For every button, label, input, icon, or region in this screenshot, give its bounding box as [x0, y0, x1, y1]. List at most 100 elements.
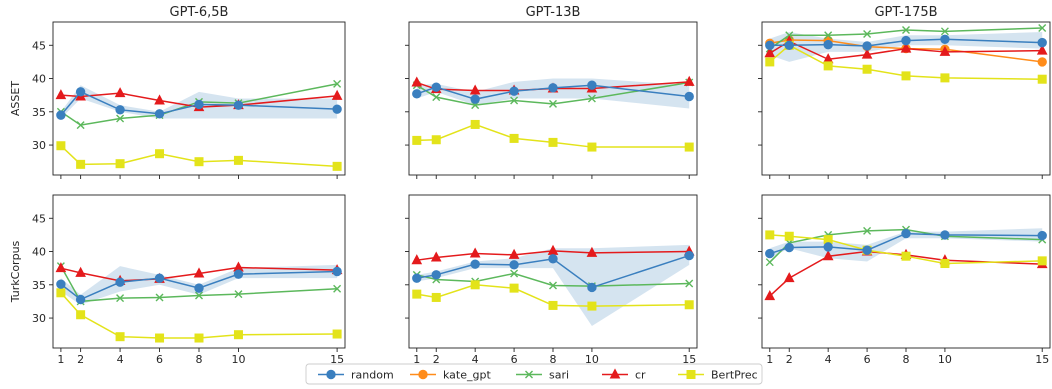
- confidence-band: [769, 31, 1043, 62]
- data-point-random: [412, 89, 422, 99]
- data-point-BertPrec: [115, 159, 125, 169]
- data-point-BertPrec: [587, 142, 597, 152]
- data-point-BertPrec: [940, 73, 950, 83]
- data-point-sari: [1038, 23, 1047, 32]
- x-tick-label: 10: [231, 353, 245, 366]
- data-point-kate_gpt: [1037, 57, 1047, 67]
- data-point-sari-stroke: [940, 27, 949, 36]
- data-point-random: [901, 35, 911, 46]
- data-point-random: [115, 277, 125, 287]
- data-point-random: [784, 242, 794, 253]
- data-point-sari: [116, 294, 125, 303]
- data-point-sari: [195, 291, 203, 300]
- legend-label: kate_gpt: [443, 369, 491, 382]
- panel-0-0: 30 35 40 45 GPT-6,5B ASSET: [9, 5, 346, 179]
- data-point-BertPrec: [155, 149, 165, 159]
- data-point-random: [332, 104, 342, 114]
- data-point-BertPrec: [901, 71, 911, 81]
- data-point-random: [862, 245, 872, 255]
- data-point-BertPrec: [56, 141, 66, 151]
- legend-marker: [609, 368, 621, 379]
- data-point-BertPrec: [1037, 256, 1047, 266]
- data-point-cr: [469, 84, 481, 95]
- legend-item-random: random: [318, 369, 394, 382]
- data-point-BertPrec: [233, 155, 243, 165]
- data-point-sari: [765, 258, 774, 267]
- data-point-random: [823, 39, 833, 50]
- data-point-random: [56, 110, 66, 120]
- data-point-cr: [683, 75, 695, 86]
- data-point-sari-stroke: [587, 94, 596, 103]
- legend-label: sari: [549, 369, 569, 382]
- data-point-BertPrec: [56, 288, 66, 298]
- data-point-sari-stroke: [333, 79, 342, 88]
- data-point-sari-stroke: [155, 293, 164, 302]
- panel-1-2: 1 2 4 6 8 10 15: [758, 194, 1051, 366]
- data-point-random: [1037, 37, 1047, 48]
- data-point-random: [548, 254, 558, 264]
- data-point-BertPrec: [412, 135, 422, 145]
- data-point-cr: [411, 254, 423, 265]
- data-point-random: [509, 86, 519, 96]
- data-point-BertPrec: [587, 301, 597, 311]
- data-point-BertPrec: [431, 292, 441, 302]
- data-point-sari-stroke: [195, 291, 203, 300]
- data-point-sari-stroke: [1038, 23, 1047, 32]
- data-point-cr: [331, 89, 343, 100]
- data-point-cr: [783, 272, 795, 283]
- x-tick-label: 1: [413, 353, 420, 366]
- data-point-cr: [469, 247, 481, 258]
- data-point-sari: [510, 96, 519, 105]
- data-point-random: [684, 250, 694, 261]
- legend-item-BertPrec: BertPrec: [678, 369, 758, 382]
- legend-item-sari: sari: [516, 369, 569, 382]
- x-tick-label: 2: [77, 353, 84, 366]
- legend-marker: [525, 370, 533, 379]
- x-tick-label: 10: [938, 353, 952, 366]
- data-point-random: [940, 34, 950, 44]
- row-label: ASSET: [9, 81, 22, 116]
- data-point-cr: [764, 47, 776, 58]
- data-point-random: [154, 273, 165, 283]
- data-point-BertPrec: [470, 119, 480, 129]
- data-point-BertPrec: [784, 231, 794, 241]
- data-point-cr: [114, 87, 126, 98]
- data-point-sari-stroke: [863, 29, 872, 38]
- y-tick-label: 40: [32, 73, 46, 86]
- x-tick-label: 6: [156, 353, 163, 366]
- data-point-sari: [432, 93, 441, 102]
- data-point-sari: [685, 279, 694, 288]
- x-tick-label: 4: [825, 353, 832, 366]
- data-point-BertPrec: [548, 137, 558, 147]
- data-point-BertPrec: [862, 64, 872, 74]
- data-point-cr: [764, 290, 776, 301]
- data-point-sari-stroke: [685, 279, 694, 288]
- legend-item-kate_gpt: kate_gpt: [410, 369, 491, 382]
- data-point-cr: [430, 251, 442, 262]
- data-point-random: [412, 273, 422, 283]
- x-tick-label: 15: [682, 353, 696, 366]
- data-point-random: [194, 99, 204, 110]
- data-point-sari: [549, 281, 557, 290]
- data-point-BertPrec: [940, 259, 950, 269]
- data-point-random: [115, 105, 125, 115]
- data-point-sari-stroke: [902, 25, 910, 34]
- data-point-sari-stroke: [549, 99, 557, 108]
- data-point-sari: [902, 25, 910, 34]
- data-point-sari-stroke: [116, 294, 125, 303]
- x-tick-label: 2: [433, 353, 440, 366]
- data-point-BertPrec: [412, 289, 422, 299]
- data-point-cr: [411, 76, 423, 87]
- x-tick-label: 8: [196, 353, 203, 366]
- data-point-sari-stroke: [116, 114, 125, 123]
- data-point-random: [1037, 230, 1047, 241]
- data-point-BertPrec: [684, 142, 694, 152]
- y-tick-label: 35: [32, 106, 46, 119]
- data-point-BertPrec: [901, 251, 911, 261]
- data-point-cr: [822, 250, 834, 261]
- data-point-random: [587, 282, 597, 293]
- y-tick-label: 30: [32, 139, 46, 152]
- data-point-random: [470, 259, 480, 269]
- data-point-random: [233, 269, 244, 279]
